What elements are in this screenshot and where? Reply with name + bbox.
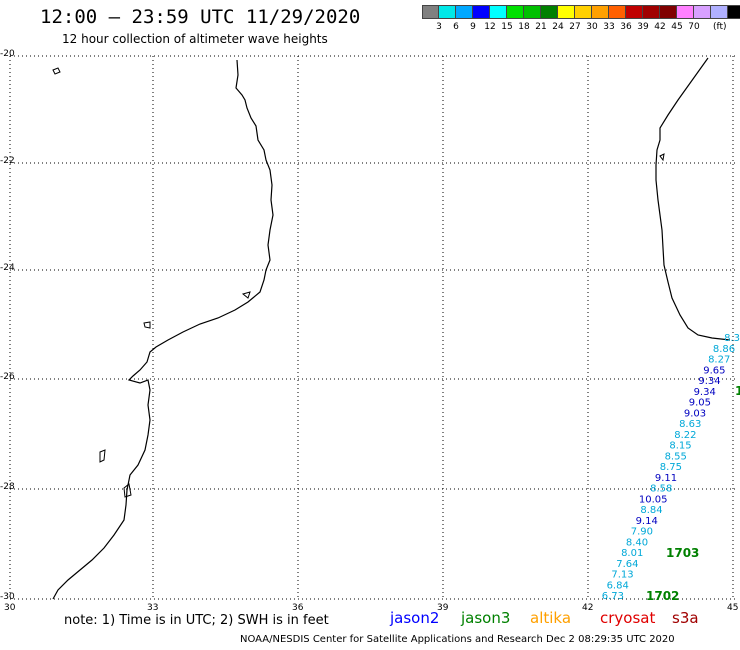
wave-height-value: 6.84 xyxy=(607,580,629,591)
wave-height-value: 9.34 xyxy=(698,376,720,387)
island xyxy=(99,449,106,463)
color-scale-swatch xyxy=(694,5,711,19)
island xyxy=(659,153,665,162)
color-scale-swatch xyxy=(660,5,677,19)
pass-labels: 1703 1702 1 xyxy=(646,384,740,603)
color-scale-swatch xyxy=(626,5,643,19)
color-scale-label: 45 xyxy=(671,22,683,32)
wave-height-value: 8.84 xyxy=(640,505,662,516)
color-scale-swatch xyxy=(677,5,694,19)
wave-height-value: 8.58 xyxy=(650,484,672,495)
wave-height-value: 8.63 xyxy=(679,419,701,430)
latitude-label: -24 xyxy=(0,263,15,273)
color-scale-label: 70 xyxy=(688,22,700,32)
wave-height-value: 6.73 xyxy=(602,591,624,602)
wave-height-value: 9.03 xyxy=(684,408,706,419)
color-scale-label: 39 xyxy=(637,22,649,32)
map-title: 12:00 – 23:59 UTC 11/29/2020 xyxy=(40,6,361,28)
color-scale-label: 15 xyxy=(501,22,513,32)
color-scale-swatch xyxy=(609,5,626,19)
wave-height-value: 9.34 xyxy=(694,387,716,398)
wave-height-value: 8.86 xyxy=(713,344,735,355)
color-scale-label: 33 xyxy=(603,22,615,32)
wave-height-value: 9.65 xyxy=(703,365,725,376)
island xyxy=(241,291,251,299)
color-scale-label: 30 xyxy=(586,22,598,32)
color-scale-swatch xyxy=(422,5,439,19)
pass-number-label: 1703 xyxy=(666,546,699,560)
wave-height-value: 8.27 xyxy=(708,355,730,366)
longitude-label: 36 xyxy=(292,603,304,613)
wave-height-value: 8.22 xyxy=(674,430,696,441)
wave-height-value: 7.64 xyxy=(616,559,638,570)
color-scale-label: 3 xyxy=(436,22,442,32)
satellite-name-altika: altika xyxy=(530,609,572,627)
wave-height-value: 9.11 xyxy=(655,473,677,484)
satellite-name-jason2: jason2 xyxy=(390,609,440,627)
island xyxy=(123,483,132,498)
color-scale-label: 27 xyxy=(569,22,581,32)
latitude-label: -20 xyxy=(0,49,15,59)
color-scale-label: 36 xyxy=(620,22,632,32)
color-scale-swatch xyxy=(541,5,558,19)
pass-number-label: 1 xyxy=(735,384,740,398)
latitude-label: -22 xyxy=(0,156,15,166)
wave-height-value: 10.05 xyxy=(639,494,668,505)
color-scale-swatch xyxy=(592,5,609,19)
footer-credit: NOAA/NESDIS Center for Satellite Applica… xyxy=(240,634,675,645)
wave-height-value: 8.15 xyxy=(669,441,691,452)
color-scale-label: 12 xyxy=(484,22,496,32)
color-scale-label: 6 xyxy=(453,22,459,32)
color-scale-swatch xyxy=(524,5,541,19)
longitude-label: 45 xyxy=(727,603,739,613)
satellite-name-jason3: jason3 xyxy=(461,609,511,627)
color-scale-label: 24 xyxy=(552,22,564,32)
wave-height-value: 8.40 xyxy=(626,537,648,548)
color-scale-swatch xyxy=(711,5,728,19)
wave-height-value: 8.55 xyxy=(665,451,687,462)
wave-height-value: 8.01 xyxy=(621,548,643,559)
footer-note: note: 1) Time is in UTC; 2) SWH is in fe… xyxy=(64,613,329,628)
color-scale-swatch xyxy=(507,5,524,19)
wave-height-value: 8.75 xyxy=(660,462,682,473)
color-scale-bar xyxy=(422,5,740,19)
wave-height-value: 7.13 xyxy=(611,570,633,581)
island xyxy=(143,321,151,329)
wave-height-value: 9.14 xyxy=(636,516,658,527)
color-scale-label: 21 xyxy=(535,22,547,32)
color-scale-unit: (ft) xyxy=(713,22,727,32)
color-scale-label: 18 xyxy=(518,22,530,32)
map-subtitle: 12 hour collection of altimeter wave hei… xyxy=(62,32,328,46)
longitude-label: 33 xyxy=(147,603,159,613)
latitude-label: -26 xyxy=(0,372,15,382)
pass-number-label: 1702 xyxy=(646,589,679,603)
wave-height-value: 9.05 xyxy=(689,398,711,409)
grid xyxy=(9,55,735,600)
color-scale-swatch xyxy=(490,5,507,19)
color-scale-swatch xyxy=(439,5,456,19)
color-scale-label: 9 xyxy=(470,22,476,32)
wave-height-value: 8.3 xyxy=(724,333,740,344)
latitude-label: -30 xyxy=(0,592,15,602)
color-scale-swatch xyxy=(575,5,592,19)
longitude-label: 39 xyxy=(437,603,449,613)
island xyxy=(52,67,61,75)
color-scale-swatch xyxy=(728,5,740,19)
wave-height-value: 7.90 xyxy=(631,527,653,538)
color-scale-swatch xyxy=(473,5,490,19)
madagascar-coastline xyxy=(655,57,731,341)
color-scale-label: 42 xyxy=(654,22,666,32)
longitude-label: 42 xyxy=(582,603,594,613)
latitude-label: -28 xyxy=(0,482,15,492)
color-scale-swatch xyxy=(643,5,660,19)
color-scale-swatch xyxy=(558,5,575,19)
altimeter-track: 8.38.868.279.659.349.349.059.038.638.228… xyxy=(602,333,740,602)
africa-coastline xyxy=(52,59,274,600)
satellite-name-s3a: s3a xyxy=(672,609,699,627)
satellite-name-cryosat: cryosat xyxy=(600,609,656,627)
color-scale-swatch xyxy=(456,5,473,19)
color-scale-labels: 3 6 9 12 15 18 21 24 27 30 33 36 39 42 45 70 xyxy=(422,22,740,34)
longitude-label: 30 xyxy=(4,603,16,613)
